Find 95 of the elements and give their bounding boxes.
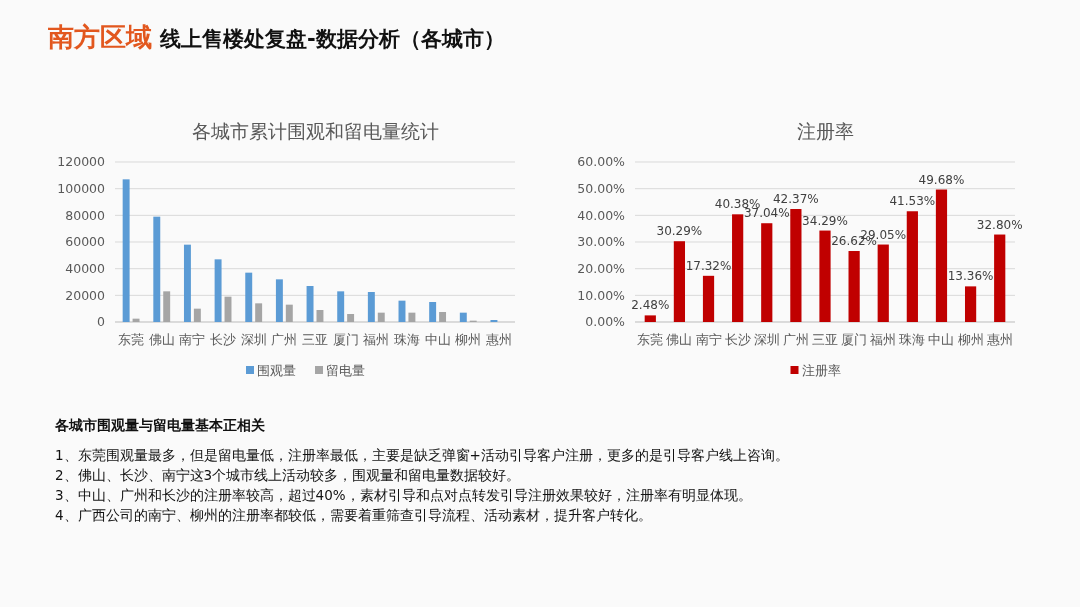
data-label: 34.29%: [802, 213, 848, 228]
bar: [122, 179, 130, 322]
text: 2、佛山、长沙、南宁这3个城市线上活动较多，围观量和留电量数据较好。: [55, 467, 521, 483]
x-tick-label: 珠海: [393, 332, 420, 347]
text: 3、中山、广州和长沙的注册率较高，超过40%，素材引导和点对点转发引导注册效果较好，注册率有明显体现。: [55, 487, 752, 503]
text: 南方区域: [47, 22, 152, 52]
y-tick-label: 120000: [57, 154, 106, 170]
y-tick-label: 100000: [57, 181, 106, 197]
text: 4、广西公司的南宁、柳州的注册率都较低，需要着重筛查引导流程、活动素材，提升客户转化。: [55, 507, 652, 523]
data-label: 41.53%: [889, 194, 936, 209]
text: 各城市围观量与留电量基本正相关: [54, 417, 265, 433]
bar: [153, 216, 161, 322]
y-tick-label: 60.00%: [577, 154, 626, 170]
x-tick-label: 厦门: [332, 332, 359, 347]
legend-label: 注册率: [801, 362, 841, 378]
bar: [306, 286, 314, 322]
bar: [285, 304, 293, 322]
data-label: 30.29%: [656, 224, 703, 239]
x-tick-label: 佛山: [148, 332, 175, 347]
bar: [408, 312, 416, 322]
y-tick-label: 0.00%: [585, 314, 626, 330]
bar: [377, 312, 385, 322]
x-tick-label: 珠海: [899, 332, 926, 347]
x-tick-label: 南宁: [695, 332, 722, 347]
bar: [732, 214, 744, 322]
x-tick-label: 中山: [928, 332, 955, 347]
x-tick-label: 深圳: [240, 332, 267, 347]
y-tick-label: 60000: [65, 234, 106, 250]
legend-label: 围观量: [257, 362, 296, 378]
bar: [183, 244, 191, 322]
y-tick-label: 30.00%: [577, 234, 626, 250]
bar: [367, 292, 375, 322]
bar: [429, 302, 437, 322]
x-tick-label: 厦门: [841, 332, 868, 347]
y-tick-label: 40000: [65, 261, 106, 277]
bar: [761, 223, 773, 322]
bar: [132, 318, 140, 322]
x-tick-label: 东莞: [118, 332, 145, 347]
bar: [337, 291, 345, 322]
bar: [275, 279, 283, 322]
y-tick-label: 20000: [65, 287, 106, 303]
x-tick-label: 三亚: [302, 332, 328, 347]
x-tick-label: 长沙: [210, 332, 237, 347]
x-tick-label: 三亚: [812, 332, 838, 347]
bar: [790, 209, 802, 322]
data-label: 32.80%: [976, 217, 1023, 232]
x-tick-label: 广州: [782, 332, 809, 347]
y-tick-label: 80000: [65, 207, 106, 223]
y-tick-label: 0: [97, 314, 106, 330]
data-label: 2.48%: [631, 298, 670, 313]
data-label: 42.37%: [773, 192, 819, 207]
bar: [214, 259, 222, 322]
bar: [673, 241, 686, 322]
bar: [702, 275, 715, 322]
bar: [906, 211, 918, 322]
text: 1、东莞围观量最多，但是留电量低，注册率最低，主要是缺乏弹窗+活动引导客户注册，更多的是引导客户线上咨询。: [55, 447, 789, 463]
bar: [255, 303, 263, 322]
x-tick-label: 长沙: [724, 332, 751, 347]
bar: [459, 312, 467, 322]
y-tick-label: 50.00%: [577, 181, 626, 197]
bar: [819, 230, 831, 322]
bar: [994, 234, 1006, 322]
x-tick-label: 中山: [424, 332, 451, 347]
chart-title: 注册率: [796, 120, 854, 142]
x-tick-label: 柳州: [957, 332, 984, 347]
x-tick-label: 惠州: [985, 332, 1013, 347]
x-tick-label: 深圳: [753, 332, 780, 347]
y-tick-label: 10.00%: [577, 287, 626, 303]
x-tick-label: 佛山: [666, 332, 693, 347]
bar: [193, 308, 201, 322]
bar: [316, 310, 324, 322]
x-tick-label: 广州: [271, 332, 298, 347]
x-tick-label: 福州: [363, 332, 390, 347]
bar: [347, 314, 355, 322]
x-tick-label: 南宁: [179, 332, 206, 347]
bar: [935, 189, 948, 322]
x-tick-label: 柳州: [455, 332, 482, 347]
legend-label: 留电量: [326, 362, 365, 378]
bar: [964, 286, 977, 322]
bar: [439, 312, 447, 322]
x-tick-label: 惠州: [484, 332, 512, 347]
x-tick-label: 东莞: [637, 332, 664, 347]
x-tick-label: 福州: [870, 332, 897, 347]
bar: [848, 251, 860, 322]
data-label: 49.68%: [918, 172, 965, 187]
bar: [644, 315, 656, 322]
bar: [245, 272, 253, 322]
chart-title: 各城市累计围观和留电量统计: [191, 120, 439, 142]
bar: [877, 244, 889, 322]
data-label: 13.36%: [947, 269, 994, 284]
data-label: 17.32%: [685, 258, 732, 273]
y-tick-label: 20.00%: [577, 261, 626, 277]
text: 线上售楼处复盘-数据分析（各城市）: [159, 27, 505, 51]
bar: [163, 291, 171, 322]
y-tick-label: 40.00%: [577, 207, 626, 223]
